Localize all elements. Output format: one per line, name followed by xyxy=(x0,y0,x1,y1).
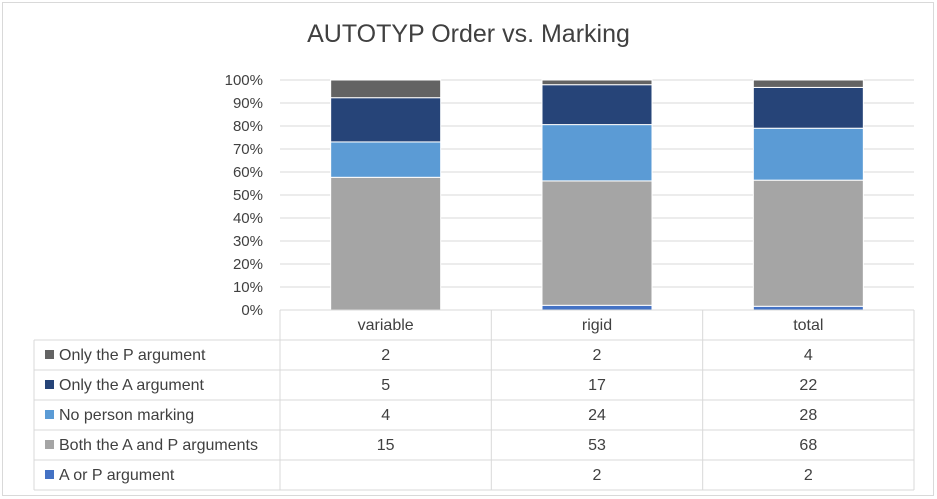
y-tick-label: 70% xyxy=(233,141,263,158)
table-cell-value: 2 xyxy=(593,347,602,364)
table-cell-value: 53 xyxy=(588,437,606,454)
table-cell-value: 2 xyxy=(593,467,602,484)
bar-no-person-marking-total xyxy=(752,127,864,181)
bar-no-person-marking-variable xyxy=(330,141,442,178)
table-cell-value: 4 xyxy=(381,407,390,424)
bar-a-or-p-argument-total xyxy=(752,305,864,311)
y-tick-label: 80% xyxy=(233,118,263,135)
y-tick-label: 0% xyxy=(241,302,263,319)
bar-only-the-a-argument-rigid xyxy=(541,84,653,126)
y-tick-label: 90% xyxy=(233,95,263,112)
y-axis-ticks: 0% 10% 20% 30% 40% 50% 60% 70% 80% 90% 100% xyxy=(225,72,263,319)
bar-a-or-p-argument-rigid xyxy=(541,304,653,311)
table-cell-value: 2 xyxy=(804,467,813,484)
y-tick-label: 30% xyxy=(233,233,263,250)
table-row-label: A or P argument xyxy=(59,467,175,484)
bar-only-the-p-argument-variable xyxy=(330,79,442,99)
table-row-label: No person marking xyxy=(59,407,194,424)
bars xyxy=(330,79,864,311)
bar-only-the-a-argument-total xyxy=(752,86,864,129)
table-cell-value: 2 xyxy=(381,347,390,364)
y-tick-label: 60% xyxy=(233,164,263,181)
table-cell-value: 17 xyxy=(588,377,606,394)
chart-title: AUTOTYP Order vs. Marking xyxy=(307,20,630,48)
table-header-cell: total xyxy=(793,317,823,334)
y-tick-label: 40% xyxy=(233,210,263,227)
y-tick-label: 20% xyxy=(233,256,263,273)
table-cell-value: 68 xyxy=(799,437,817,454)
table-header-cell: variable xyxy=(358,317,414,334)
table-row-label: Both the A and P arguments xyxy=(59,437,258,454)
y-tick-label: 10% xyxy=(233,279,263,296)
bar-only-the-p-argument-total xyxy=(752,79,864,88)
table-cell-value: 22 xyxy=(799,377,817,394)
bar-both-the-a-and-p-arguments-rigid xyxy=(541,180,653,306)
legend-key-a-or-p-argument xyxy=(45,470,54,479)
table-cell-value: 4 xyxy=(804,347,813,364)
legend-key-only-the-p-argument xyxy=(45,350,54,359)
table-row-label: Only the P argument xyxy=(59,347,206,364)
bar-only-the-a-argument-variable xyxy=(330,97,442,143)
legend-key-both-the-a-and-p-arguments xyxy=(45,440,54,449)
bar-both-the-a-and-p-arguments-total xyxy=(752,179,864,307)
legend-key-no-person-marking xyxy=(45,410,54,419)
table-cell-value: 5 xyxy=(381,377,390,394)
bar-only-the-p-argument-rigid xyxy=(541,79,653,86)
table-cell-value: 28 xyxy=(799,407,817,424)
bar-no-person-marking-rigid xyxy=(541,124,653,182)
table-cell-value: 24 xyxy=(588,407,606,424)
y-tick-label: 100% xyxy=(225,72,263,89)
table-row-label: Only the A argument xyxy=(59,377,205,394)
y-tick-label: 50% xyxy=(233,187,263,204)
bar-both-the-a-and-p-arguments-variable xyxy=(330,176,442,311)
legend-key-only-the-a-argument xyxy=(45,380,54,389)
table-cell-value: 15 xyxy=(377,437,395,454)
table-header-cell: rigid xyxy=(582,317,612,334)
